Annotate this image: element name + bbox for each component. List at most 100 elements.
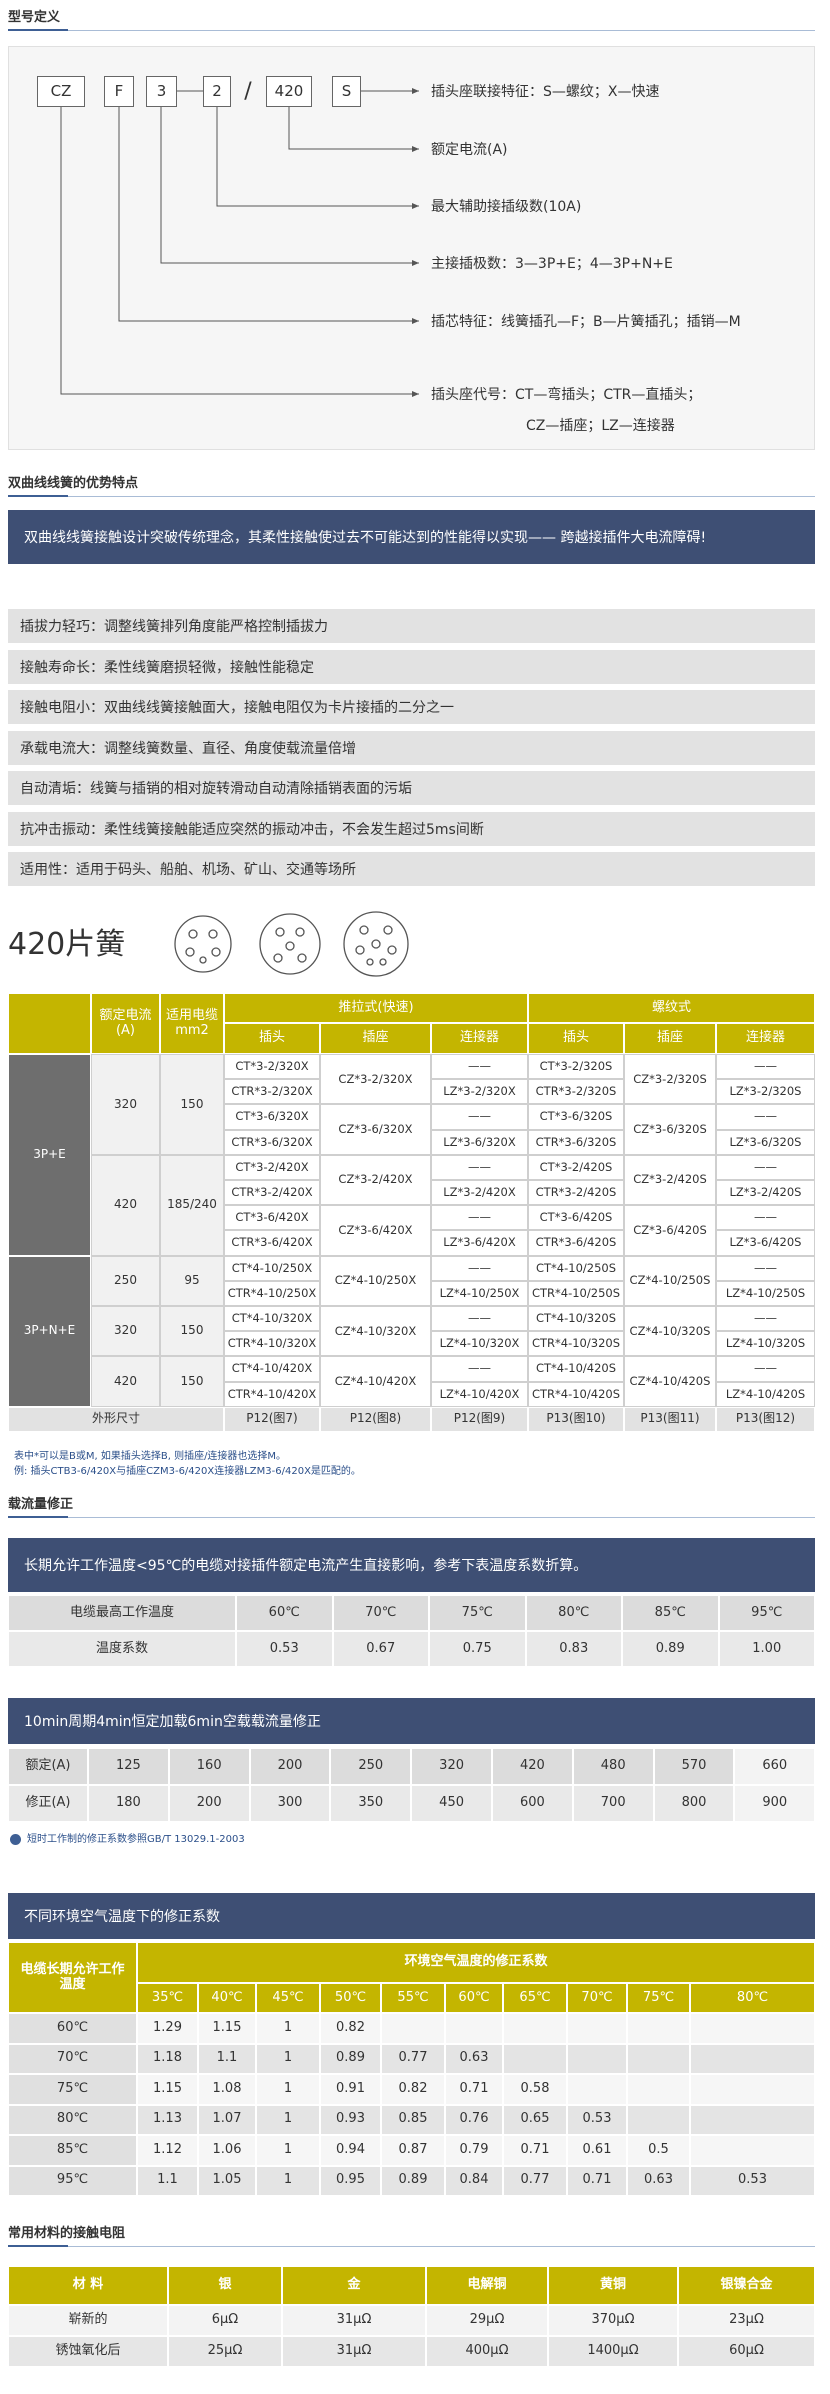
code-box: / [244, 78, 252, 104]
footer-label: 外形尺寸 [8, 1406, 224, 1432]
coef-cell: 1.06 [198, 2135, 256, 2166]
footer-ref: P12(图8) [320, 1406, 431, 1432]
connector-cell: LZ*3-2/420X [431, 1180, 528, 1206]
header-cell: 环境空气温度的修正系数 [137, 1942, 815, 1983]
plug-cell: CT*3-6/420S [528, 1205, 624, 1231]
coef-cell: 70℃ [332, 1595, 429, 1631]
feature-row: 抗冲击振动：柔性线簧接触能适应突然的振动冲击，不会发生超过5ms间断 [8, 811, 815, 846]
cyclic-label: 修正(A) [8, 1785, 88, 1822]
footer-ref: P13(图10) [528, 1406, 624, 1432]
coef-cell: 1 [256, 2165, 320, 2196]
cyclic-cell: 125 [88, 1748, 169, 1785]
empty-cell [690, 2104, 815, 2135]
coef-cell: 1.00 [718, 1631, 815, 1667]
connector-cell: LZ*3-6/420X [431, 1230, 528, 1256]
plug-cell: CT*3-6/320S [528, 1104, 624, 1130]
coef-cell: 0.67 [332, 1631, 429, 1667]
note: 短时工作制的修正系数参照GB/T 13029.1-2003 [27, 1834, 245, 1845]
plug-cell: CTR*3-2/320X [224, 1079, 320, 1105]
empty-cell [690, 2135, 815, 2166]
header-cell: 银 [168, 2266, 282, 2305]
empty-cell [503, 2043, 567, 2074]
header-cell: 推拉式(快速) [224, 993, 528, 1023]
plug-cell: CT*3-2/420X [224, 1154, 320, 1180]
socket-cell: CZ*3-2/420S [624, 1154, 716, 1206]
row-label: 70℃ [8, 2043, 137, 2074]
coef-cell: 1.07 [198, 2104, 256, 2135]
header-cell: 75℃ [627, 1983, 690, 2013]
header-cell: 黄铜 [548, 2266, 678, 2305]
coef-cell: 1.12 [137, 2135, 198, 2166]
resistance-cell: 6μΩ [168, 2305, 282, 2336]
coef-cell: 0.53 [236, 1631, 333, 1667]
cyclic-cell: 450 [411, 1785, 492, 1822]
connector-cell: LZ*3-2/320S [716, 1079, 815, 1105]
coef-cell: 0.77 [503, 2165, 567, 2196]
resistance-cell: 23μΩ [678, 2305, 815, 2336]
coef-cell: 0.63 [445, 2043, 503, 2074]
socket-cell: CZ*3-6/320S [624, 1104, 716, 1155]
coef-cell: 80℃ [525, 1595, 622, 1631]
socket-cell: CZ*3-6/420S [624, 1205, 716, 1256]
code-box: CZ [37, 76, 85, 107]
socket-cell: CZ*4-10/420S [624, 1356, 716, 1407]
cyclic-cell: 420 [492, 1748, 573, 1785]
note: 表中*可以是B或M, 如果插头选择B, 则插座/连接器也选择M。 [14, 1451, 287, 1462]
cyclic-cell: 180 [88, 1785, 169, 1822]
divider [8, 2246, 815, 2247]
section-title: 常用材料的接触电阻 [8, 2226, 126, 2241]
cyclic-cell: 900 [734, 1785, 816, 1822]
plug-cell: CTR*3-6/420X [224, 1230, 320, 1256]
code-box: 420 [266, 76, 312, 107]
connector-cell: LZ*3-6/320X [431, 1129, 528, 1155]
code-box: 2 [203, 76, 231, 107]
plug-cell: CT*4-10/420S [528, 1356, 624, 1382]
empty-cell [627, 2043, 690, 2074]
coef-cell: 0.85 [381, 2104, 445, 2135]
connector-cell: —— [431, 1205, 528, 1231]
row-label: 60℃ [8, 2013, 137, 2044]
cable-cell: 95 [160, 1255, 224, 1306]
coef-cell: 0.89 [320, 2043, 381, 2074]
plug-cell: CTR*4-10/420X [224, 1381, 320, 1407]
code-box: S [332, 76, 361, 107]
footer-ref: P13(图11) [624, 1406, 716, 1432]
plug-cell: CT*4-10/250S [528, 1255, 624, 1281]
cyclic-cell: 200 [168, 1785, 250, 1822]
divider-accent [8, 1516, 68, 1518]
coef-cell: 0.91 [320, 2074, 381, 2105]
connector-cell: —— [716, 1154, 815, 1180]
connector-cell: —— [716, 1356, 815, 1382]
connector-cell: —— [716, 1255, 815, 1281]
header-cell: 电缆长期允许工作温度 [8, 1942, 137, 2013]
header-cell: 材 料 [8, 2266, 168, 2305]
feature-row: 接触电阻小：双曲线线簧接触面大，接触电阻仅为卡片接插的二分之一 [8, 690, 815, 724]
feature-row: 自动清垢：线簧与插销的相对旋转滑动自动清除插销表面的污垢 [8, 771, 815, 805]
coef-cell: 0.82 [381, 2074, 445, 2105]
coef-cell: 95℃ [718, 1595, 815, 1631]
coef-cell: 1.15 [198, 2013, 256, 2044]
row-label: 85℃ [8, 2135, 137, 2166]
coef-cell: 1 [256, 2104, 320, 2135]
connector-cell: LZ*4-10/420X [431, 1381, 528, 1407]
coef-cell: 0.82 [320, 2013, 381, 2044]
coef-cell: 85℃ [622, 1595, 719, 1631]
connector-cell: —— [431, 1356, 528, 1382]
empty-cell [381, 2013, 445, 2044]
cyclic-cell: 200 [249, 1748, 331, 1785]
banner: 长期允许工作温度<95℃的电缆对接插件额定电流产生直接影响，参考下表温度系数折算… [8, 1538, 815, 1592]
header-cell: 插座 [320, 1023, 431, 1054]
plug-cell: CT*4-10/320X [224, 1306, 320, 1332]
coef-cell: 1 [256, 2043, 320, 2074]
header-cell: 50℃ [320, 1983, 381, 2013]
coef-cell: 0.63 [627, 2165, 690, 2196]
coef-cell: 0.71 [567, 2165, 627, 2196]
feature-row: 适用性：适用于码头、船舶、机场、矿山、交通等场所 [8, 852, 815, 886]
header-cell: 螺纹式 [528, 993, 815, 1023]
coef-cell: 0.53 [690, 2165, 815, 2196]
divider-accent [8, 495, 68, 497]
socket-cell: CZ*4-10/420X [320, 1356, 431, 1407]
empty-cell [690, 2074, 815, 2105]
plug-cell: CTR*3-2/420X [224, 1180, 320, 1206]
